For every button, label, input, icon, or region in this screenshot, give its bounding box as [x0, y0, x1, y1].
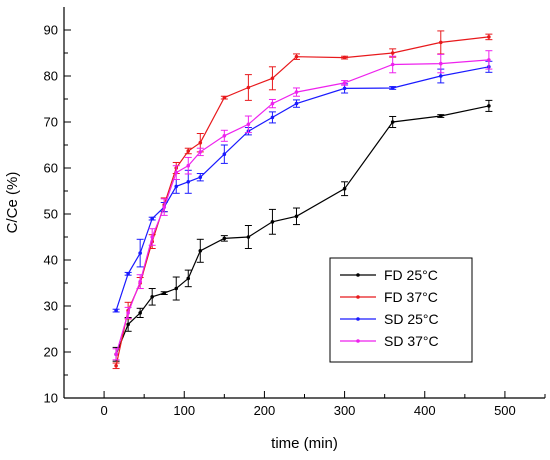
data-point: [342, 55, 347, 60]
data-point: [246, 85, 251, 90]
data-point: [294, 54, 299, 59]
data-point: [186, 163, 191, 168]
data-point: [270, 220, 275, 224]
y-tick-label: 80: [44, 69, 58, 84]
data-point: [342, 81, 347, 85]
data-point: [138, 251, 142, 255]
axes: 0 100 200 300 400 500 10 20 30 40 50 60 70 80 90: [44, 7, 546, 418]
y-tick-label: 90: [44, 23, 58, 38]
data-point: [270, 76, 275, 81]
series-line: [115, 36, 489, 366]
y-axis-label: C/Ce (%): [4, 172, 21, 234]
data-point: [270, 101, 275, 106]
data-point: [487, 104, 491, 108]
x-axis-label: time (min): [271, 435, 338, 452]
y-tick-label: 30: [44, 299, 58, 314]
x-tick-label: 300: [334, 403, 356, 418]
legend-label: SD 37°C: [384, 333, 439, 349]
data-point: [126, 322, 130, 327]
data-point: [126, 311, 130, 315]
series-line: [115, 59, 489, 355]
data-point: [198, 249, 203, 253]
data-point: [186, 149, 191, 153]
x-tick-label: 100: [173, 403, 195, 418]
data-point: [150, 295, 154, 299]
y-tick-label: 10: [44, 391, 58, 406]
legend-marker: [356, 339, 360, 343]
x-tick-label: 400: [414, 403, 436, 418]
data-point: [342, 86, 347, 91]
legend-marker: [356, 317, 360, 321]
legend-label: SD 25°C: [384, 311, 439, 327]
data-point: [438, 74, 443, 78]
legend-marker: [356, 295, 360, 299]
data-point: [294, 214, 299, 219]
data-point: [246, 122, 251, 127]
data-point: [270, 115, 275, 120]
data-point: [186, 276, 191, 281]
data-point: [186, 180, 191, 184]
data-point: [390, 51, 395, 55]
series-line: [115, 105, 490, 355]
data-point: [150, 216, 154, 221]
data-point: [222, 152, 227, 156]
data-point: [487, 58, 491, 62]
plot-area: [112, 30, 493, 370]
y-tick-label: 70: [44, 115, 58, 130]
data-point: [162, 205, 167, 209]
data-point: [390, 120, 395, 124]
data-point: [162, 291, 167, 295]
data-point: [174, 184, 179, 189]
legend-label: FD 25°C: [384, 267, 438, 283]
y-tick-label: 50: [44, 207, 58, 222]
x-tick-label: 200: [254, 403, 276, 418]
data-point: [438, 61, 443, 66]
data-point: [138, 279, 142, 284]
legend-marker: [356, 273, 360, 277]
data-point: [222, 134, 227, 138]
x-tick-label: 0: [100, 403, 107, 418]
data-point: [114, 308, 118, 313]
series-1: [112, 99, 493, 362]
data-point: [390, 86, 395, 90]
data-point: [126, 272, 130, 276]
data-point: [198, 175, 203, 179]
series-4: [112, 50, 493, 361]
data-point: [342, 186, 347, 191]
data-point: [138, 311, 142, 315]
data-point: [114, 352, 118, 357]
data-point: [246, 235, 251, 239]
data-point: [390, 62, 395, 67]
data-point: [150, 235, 154, 239]
data-point: [198, 140, 203, 145]
data-point: [294, 90, 299, 94]
data-point: [222, 236, 227, 241]
y-tick-label: 40: [44, 253, 58, 268]
data-point: [114, 364, 118, 368]
legend-label: FD 37°C: [384, 289, 438, 305]
y-tick-label: 60: [44, 161, 58, 176]
data-point: [222, 95, 227, 100]
data-point: [487, 35, 491, 39]
data-point: [438, 114, 443, 118]
data-point: [174, 170, 179, 175]
legend: FD 25°C FD 37°C SD 25°C SD 37°C: [329, 257, 473, 363]
data-point: [198, 150, 203, 154]
series-line: [115, 66, 490, 311]
data-point: [174, 286, 179, 291]
data-point: [438, 40, 443, 45]
y-tick-label: 20: [44, 345, 58, 360]
data-point: [294, 101, 299, 106]
x-tick-label: 500: [494, 403, 516, 418]
